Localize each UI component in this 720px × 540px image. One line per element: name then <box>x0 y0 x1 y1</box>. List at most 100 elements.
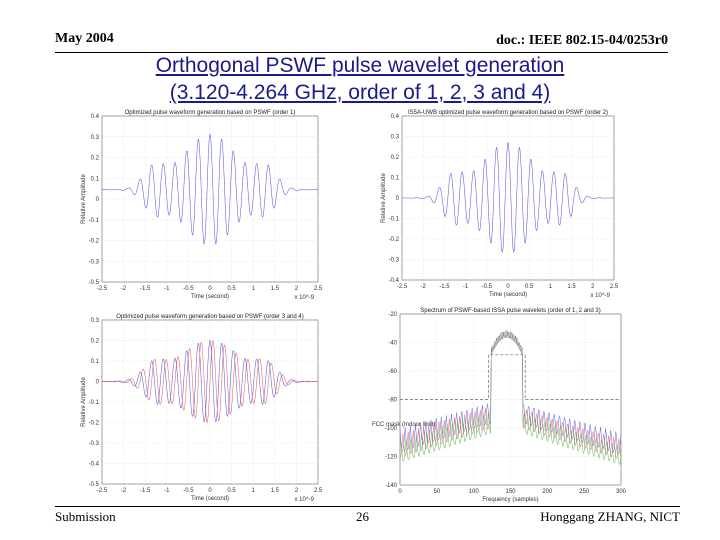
y-tick-label: 0.2 <box>91 156 100 162</box>
series-line-order-2 <box>399 330 622 460</box>
chart-title: Spectrum of PSWF-based ISSA pulse wavele… <box>420 308 600 314</box>
chart-spectrum: 0 50 100 150 200 250 300 -20 -40 -60 -80 -100 -120 -1… <box>372 308 627 503</box>
y-tick-label: 0.4 <box>391 114 400 120</box>
y-tick-label: -0.4 <box>389 278 400 284</box>
x-tick-label: 0 <box>208 286 212 292</box>
y-tick-label: 0.4 <box>91 114 100 120</box>
y-tick-label: -0.1 <box>89 400 100 406</box>
x-tick-label: -0.5 <box>482 284 493 290</box>
axes: 0 50 100 150 200 250 300 -20 -40 -60 -80 -100 -120 -1… <box>385 312 627 503</box>
x-tick-label: -1 <box>463 284 469 290</box>
slide-title-line2: (3.120-4.264 GHz, order of 1, 2, 3 and 4… <box>169 81 551 104</box>
slide-title-line1: Orthogonal PSWF pulse wavelet generation <box>155 54 565 77</box>
y-tick-label: -0.3 <box>389 258 400 264</box>
y-tick-label: -0.3 <box>89 441 100 447</box>
x-tick-label: -1.5 <box>140 488 151 494</box>
y-tick-label: 0.2 <box>391 155 400 161</box>
x-tick-label: 0 <box>506 284 510 290</box>
x-tick-label: 0 <box>208 488 212 494</box>
x-tick-label: 2.5 <box>314 286 323 292</box>
y-tick-label: -0.3 <box>89 259 100 265</box>
x-tick-label: 1 <box>252 488 256 494</box>
x-tick-label: 2 <box>295 488 299 494</box>
x-axis-label: Time (second) <box>191 496 229 502</box>
series-line-order-3 <box>102 340 318 423</box>
x-tick-label: 200 <box>542 489 553 495</box>
chart-pswf-order1: -2.5 -2 -1.5 -1 -0.5 0 0.5 1 1.5 2 2.5 0.4 0.3 0.2 0.1… <box>81 110 323 301</box>
x-tick-label: 2.5 <box>314 488 323 494</box>
x-tick-label: -1.5 <box>439 284 450 290</box>
y-tick-label: -0.2 <box>389 237 400 243</box>
x-tick-label: -2 <box>121 286 127 292</box>
y-tick-label: 0.3 <box>91 135 100 141</box>
y-tick-label: -0.2 <box>89 239 100 245</box>
chart-title: Optimized pulse waveform generation base… <box>125 110 296 116</box>
x-axis-label: Time (second) <box>489 292 527 298</box>
series-line-order-3 <box>399 330 622 466</box>
x-tick-label: 50 <box>433 489 440 495</box>
x-tick-label: 0.5 <box>525 284 534 290</box>
y-tick-label: -40 <box>388 341 397 347</box>
x-tick-label: 2 <box>591 284 595 290</box>
y-tick-label: -60 <box>388 369 397 375</box>
x-tick-label: -2 <box>421 284 427 290</box>
y-tick-label: 0.3 <box>391 135 400 141</box>
x-tick-label: -2 <box>121 488 127 494</box>
y-tick-label: -0.1 <box>389 217 400 223</box>
x-scale-label: x 10^-9 <box>295 295 315 301</box>
y-tick-label: -140 <box>385 483 398 489</box>
x-scale-label: x 10^-9 <box>591 293 611 299</box>
footer-rule <box>55 506 680 507</box>
fcc-mask-annotation: FCC mask (Indoor limit) <box>372 422 435 428</box>
y-tick-label: -120 <box>385 455 398 461</box>
x-tick-label: 100 <box>469 489 480 495</box>
y-tick-label: -80 <box>388 398 397 404</box>
chart-title: IS5A-UWB optimized pulse waveform genera… <box>408 110 608 116</box>
y-axis-label: Relative Amplitude <box>81 376 87 426</box>
x-tick-label: -1 <box>164 286 170 292</box>
x-tick-label: 1.5 <box>567 284 576 290</box>
x-tick-label: -1 <box>164 488 170 494</box>
x-tick-label: 1.5 <box>271 286 280 292</box>
header-date: May 2004 <box>55 31 114 46</box>
y-tick-label: 0.3 <box>91 318 100 324</box>
y-axis-label: Relative Amplitude <box>81 173 87 223</box>
x-tick-label: 300 <box>616 489 627 495</box>
axes: -2.5 -2 -1.5 -1 -0.5 0 0.5 1 1.5 2 2.5 0.4 0.3 0.2 0.1… <box>81 114 323 301</box>
x-tick-label: 2.5 <box>610 284 619 290</box>
footer-author: Honggang ZHANG, NICT <box>540 509 680 524</box>
fcc-mask-line <box>400 354 621 400</box>
y-tick-label: 0.2 <box>91 339 100 345</box>
x-tick-label: -2.5 <box>97 286 108 292</box>
chart-title: Optimized pulse waveform generation base… <box>116 314 303 320</box>
x-tick-label: 0.5 <box>227 286 236 292</box>
x-axis-label: Frequency (samples) <box>482 497 538 503</box>
x-tick-label: 2 <box>295 286 299 292</box>
x-tick-label: -2.5 <box>397 284 408 290</box>
y-tick-label: -0.1 <box>89 218 100 224</box>
footer-submission: Submission <box>55 509 116 524</box>
slide-title: Orthogonal PSWF pulse wavelet generation… <box>100 52 620 106</box>
header-rule <box>55 52 668 53</box>
x-tick-label: 1 <box>549 284 553 290</box>
x-tick-label: 250 <box>579 489 590 495</box>
y-tick-label: -0.5 <box>89 280 100 286</box>
chart-pswf-order2: -2.5 -2 -1.5 -1 -0.5 0 0.5 1 1.5 2 2.5 0.4 0.3 0.2 0.1… <box>381 110 619 299</box>
y-tick-label: -0.4 <box>89 462 100 468</box>
y-axis-label: Relative Amplitude <box>381 172 387 222</box>
x-tick-label: 150 <box>505 489 516 495</box>
x-tick-label: -0.5 <box>183 488 194 494</box>
y-tick-label: -0.5 <box>89 482 100 488</box>
x-tick-label: -2.5 <box>97 488 108 494</box>
y-tick-label: 0 <box>396 196 400 202</box>
y-tick-label: 0 <box>96 197 100 203</box>
series-line-order-1 <box>102 133 318 245</box>
y-tick-label: 0.1 <box>91 359 100 365</box>
series-line-order-4 <box>102 340 318 423</box>
axes: -2.5 -2 -1.5 -1 -0.5 0 0.5 1 1.5 2 2.5 0.3 0.2 0.1 0 -0… <box>81 318 323 503</box>
x-tick-label: 1.5 <box>271 488 280 494</box>
chart-pswf-order3-4: -2.5 -2 -1.5 -1 -0.5 0 0.5 1 1.5 2 2.5 0.3 0.2 0.1 0 -0… <box>81 314 323 503</box>
y-tick-label: -20 <box>388 312 397 318</box>
y-tick-label: 0 <box>96 380 100 386</box>
y-tick-label: 0.1 <box>91 176 100 182</box>
